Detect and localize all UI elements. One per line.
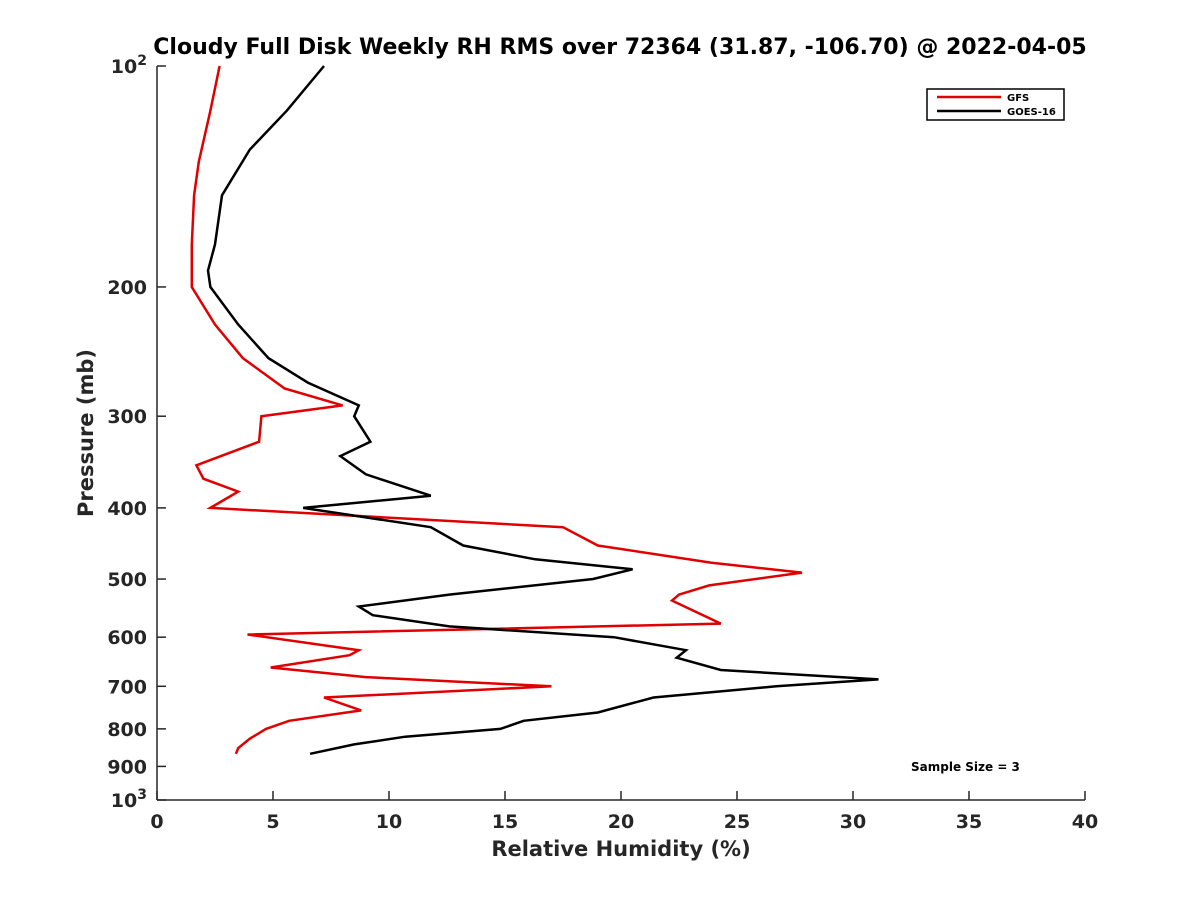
x-tick-label: 40 (1072, 811, 1098, 833)
y-tick-label: 102 (111, 53, 147, 78)
x-tick-label: 35 (956, 811, 982, 833)
y-tick-label: 103 (111, 787, 147, 812)
series-line-gfs (190, 65, 803, 755)
y-tick-label: 700 (107, 676, 147, 698)
y-tick-label: 300 (107, 406, 147, 428)
y-tick-label: 200 (107, 277, 147, 299)
y-tick-label: 800 (107, 719, 147, 741)
x-ticks: 0 5 10 15 20 25 30 35 40 (150, 791, 1098, 833)
x-tick-label: 25 (724, 811, 750, 833)
plot-area (190, 65, 879, 756)
x-tick-label: 10 (376, 811, 402, 833)
legend-label-goes16: GOES-16 (1007, 107, 1056, 118)
y-axis-label: Pressure (mb) (74, 349, 98, 517)
y-ticks: 102 200 300 400 500 600 700 800 900 103 (107, 53, 166, 812)
legend-label-gfs: GFS (1007, 93, 1029, 104)
sample-size-annotation: Sample Size = 3 (911, 760, 1020, 774)
chart-title: Cloudy Full Disk Weekly RH RMS over 7236… (153, 35, 1086, 60)
x-axis-label: Relative Humidity (%) (491, 837, 750, 861)
legend-box (926, 88, 1065, 121)
x-tick-label: 20 (608, 811, 634, 833)
y-tick-label: 900 (107, 756, 147, 778)
x-tick-label: 0 (150, 811, 163, 833)
legend: GFS GOES-16 (926, 88, 1065, 121)
x-tick-label: 30 (840, 811, 866, 833)
series-line-goes16 (206, 65, 879, 756)
x-tick-label: 5 (266, 811, 279, 833)
y-tick-label: 400 (107, 498, 147, 520)
y-tick-label: 600 (107, 627, 147, 649)
y-tick-label: 500 (107, 569, 147, 591)
x-tick-label: 15 (492, 811, 518, 833)
